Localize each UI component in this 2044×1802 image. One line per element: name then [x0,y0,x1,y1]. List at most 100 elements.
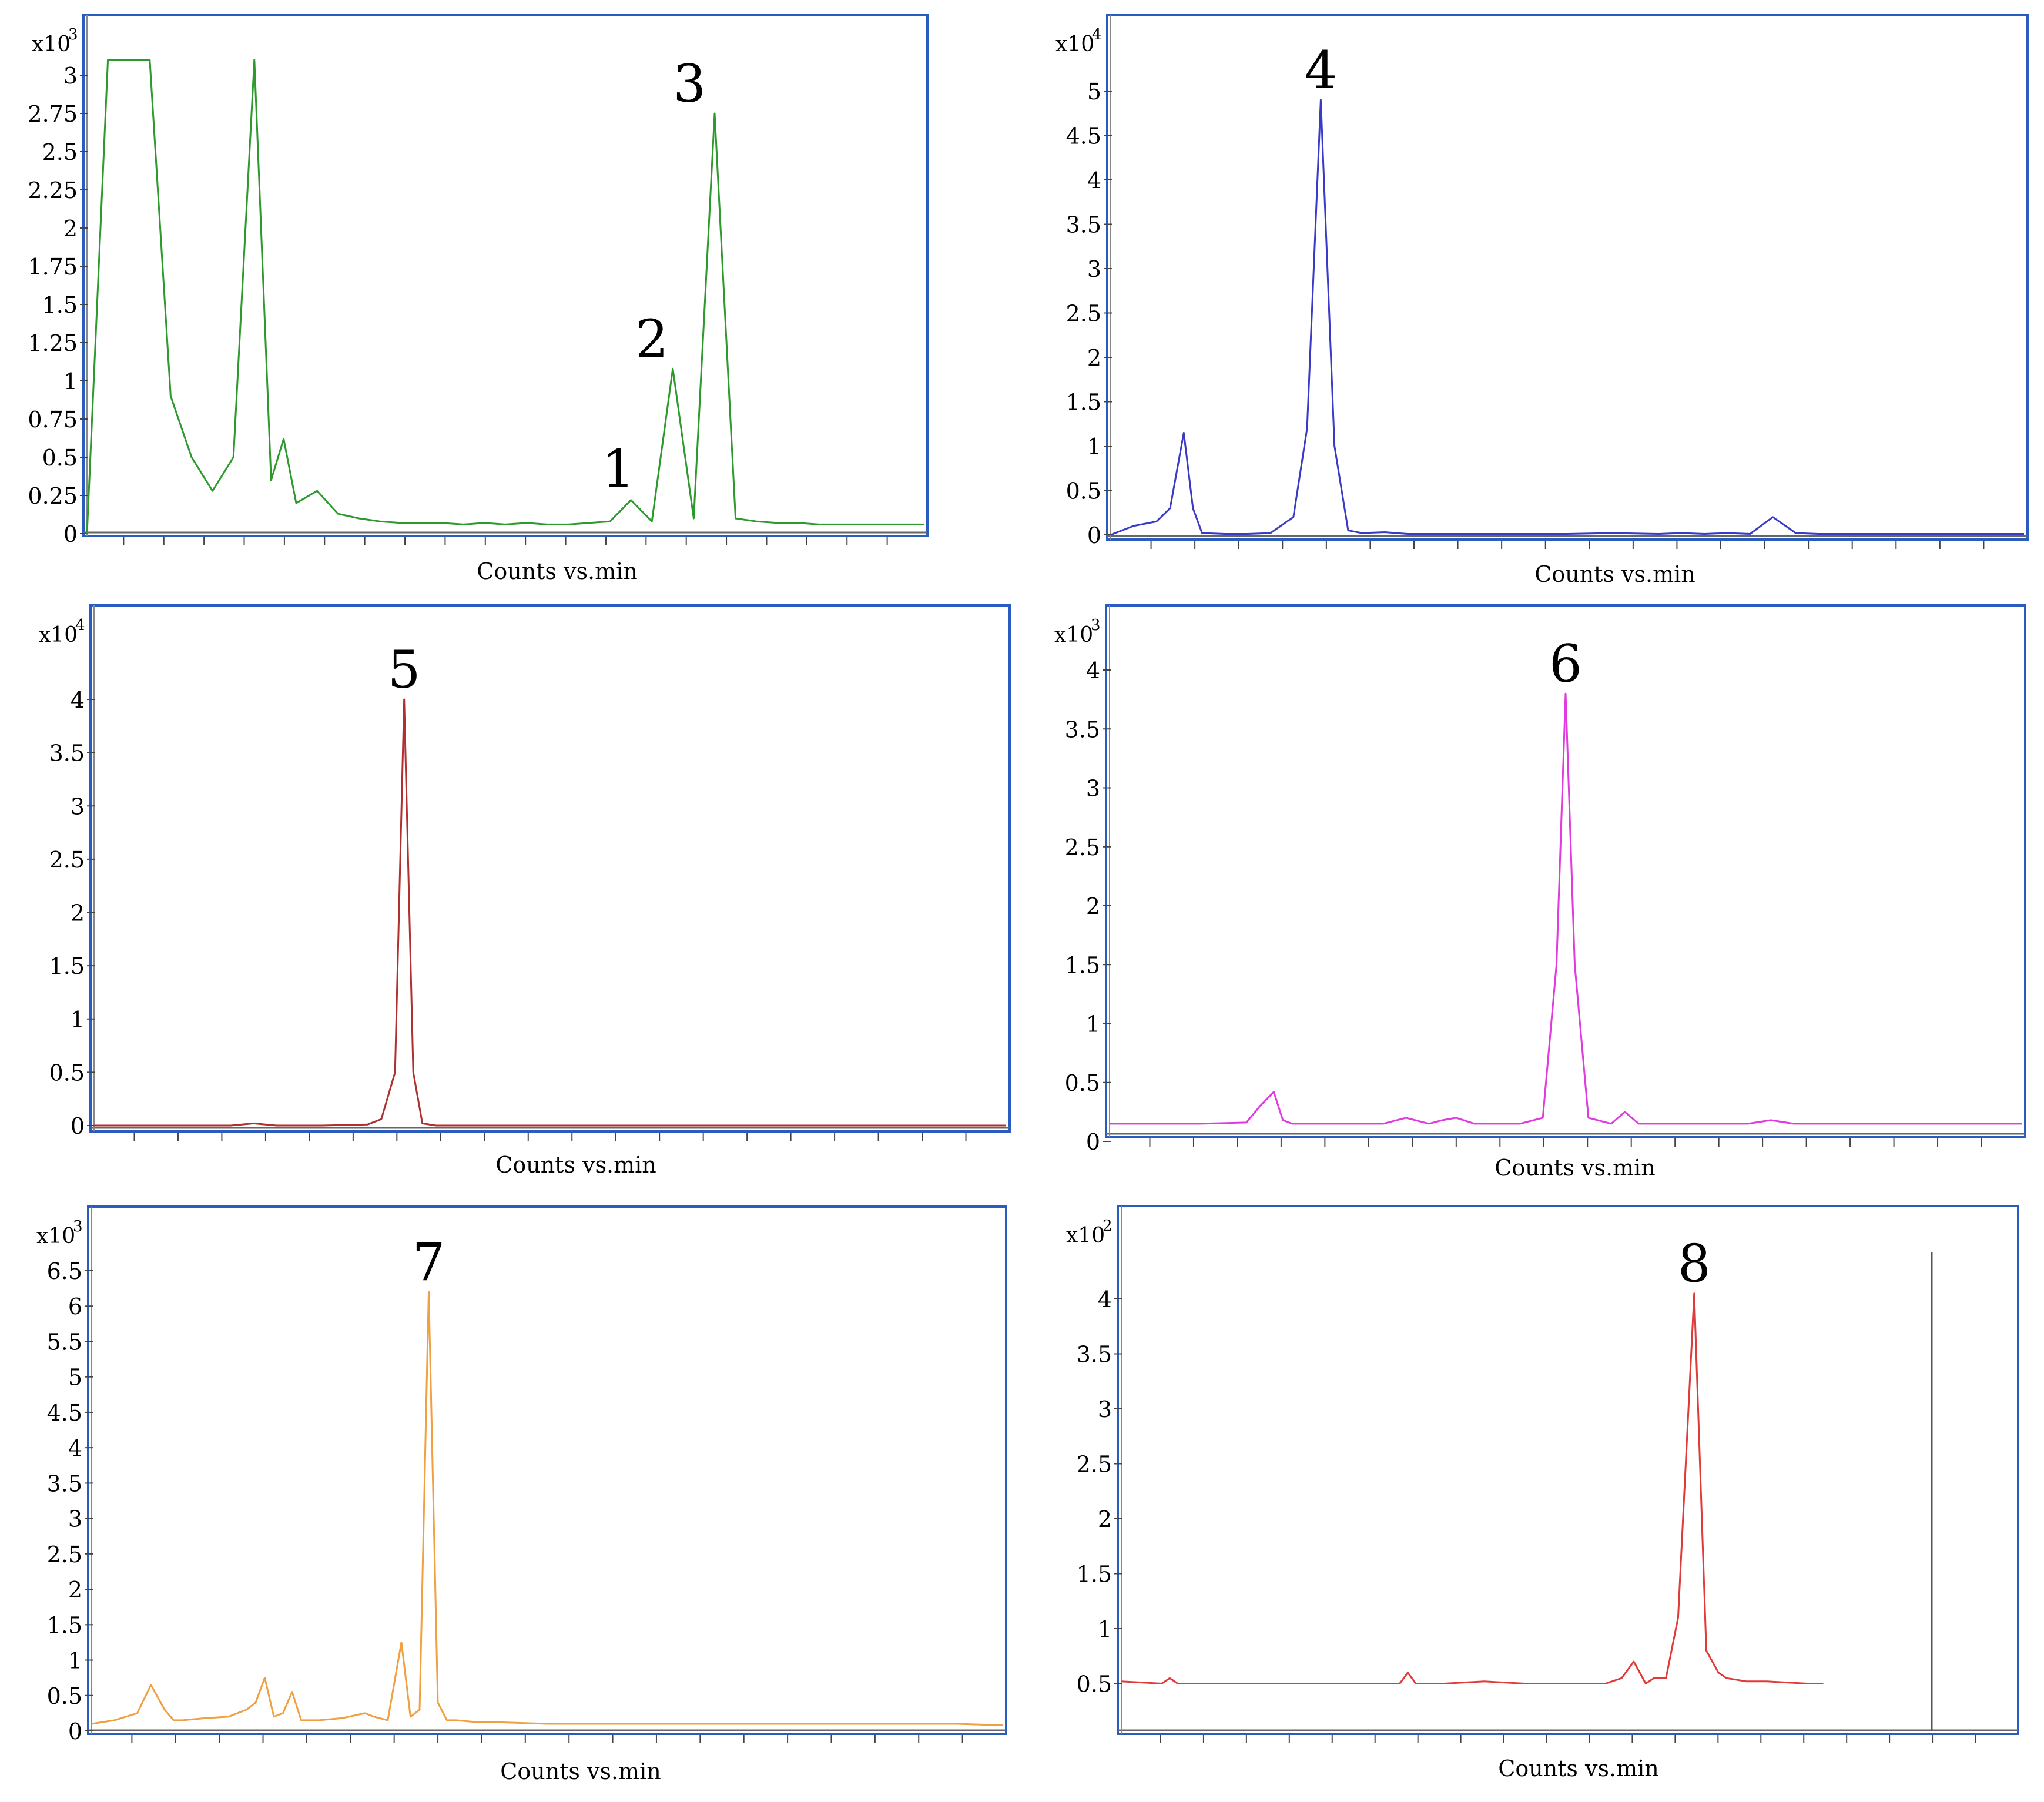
peak-label-3: 3 [673,53,706,114]
series-line [91,1291,1003,1726]
y-tick-label: 2 [68,1577,82,1603]
y-tick-label: 2.5 [49,847,85,873]
y-tick-label: 1.5 [1065,952,1100,978]
y-tick-label: 1 [1098,1616,1112,1642]
y-multiplier: x10 [1054,623,1093,647]
y-tick-label: 0 [68,1719,82,1744]
peak-label-2: 2 [635,309,668,369]
y-multiplier-exponent: 3 [1091,617,1101,634]
y-tick-label: 0.75 [28,407,78,433]
y-tick-label: 2.5 [47,1542,82,1567]
y-multiplier: x10 [39,623,78,647]
x-axis-label: Counts vs.min [1498,1756,1658,1781]
y-tick-label: 2.75 [28,101,78,127]
y-tick-label: 3 [68,1506,82,1532]
y-tick-label: 1.25 [28,330,78,356]
y-tick-label: 0.5 [1065,1070,1100,1096]
y-tick-label: 3.5 [49,741,85,766]
chart-panel-1: 00.250.50.7511.251.51.7522.252.52.753x10… [28,14,929,584]
y-tick-label: 3 [71,793,85,819]
y-tick-label: 2.5 [1065,835,1100,860]
y-tick-label: 1.5 [1077,1562,1112,1587]
y-tick-label: 1.5 [1066,390,1101,416]
plot-frame [1117,1205,2019,1735]
plot-frame [87,1205,1007,1735]
y-tick-label: 4 [68,1435,82,1461]
y-tick-label: 0.5 [1077,1672,1112,1697]
y-tick-label: 3.5 [1077,1342,1112,1368]
y-tick-label: 5 [68,1365,82,1391]
y-tick-label: 1 [1086,1011,1100,1037]
y-tick-label: 2 [1086,893,1100,919]
peak-label-8: 8 [1678,1234,1711,1294]
y-tick-label: 3.5 [1066,212,1101,238]
y-tick-label: 0.5 [47,1683,82,1709]
y-tick-label: 1.75 [28,254,78,280]
y-multiplier-exponent: 3 [68,26,78,43]
y-multiplier-exponent: 2 [1103,1217,1113,1235]
y-tick-label: 0 [1087,522,1101,548]
y-tick-label: 4.5 [1066,123,1101,149]
y-tick-label: 1 [71,1007,85,1033]
series-line [1110,692,2022,1125]
peak-label-6: 6 [1549,634,1582,694]
y-tick-label: 0.5 [49,1060,85,1086]
y-tick-label: 2.5 [42,139,78,165]
y-tick-label: 0 [71,1113,85,1139]
series-line [1121,1292,1824,1684]
y-tick-label: 2.25 [28,177,78,203]
peak-label-7: 7 [413,1232,445,1292]
y-tick-label: 0.5 [1066,478,1101,504]
y-tick-label: 2.5 [1077,1452,1112,1478]
y-tick-label: 3 [1086,776,1100,802]
y-multiplier: x10 [1066,1224,1105,1248]
series-line [94,698,1006,1127]
y-tick-label: 6 [68,1294,82,1319]
y-tick-label: 2 [1087,345,1101,371]
x-axis-label: Counts vs.min [1534,561,1695,587]
plot-frame [82,14,929,537]
y-tick-label: 1 [63,369,78,394]
peak-label-4: 4 [1304,40,1337,101]
y-multiplier-exponent: 4 [1092,26,1102,43]
y-tick-label: 4 [1098,1287,1112,1312]
y-tick-label: 6.5 [47,1258,82,1284]
y-tick-label: 0 [1086,1129,1100,1155]
x-axis-label: Counts vs.min [500,1759,661,1784]
chart-panel-5: 00.511.522.533.544.555.566.5x1037Counts … [36,1205,1007,1784]
y-tick-label: 5.5 [47,1329,82,1355]
y-tick-label: 2 [1098,1506,1112,1532]
y-tick-label: 3.5 [1065,716,1100,742]
y-tick-label: 1.5 [42,292,78,318]
y-tick-label: 1 [68,1648,82,1674]
y-tick-label: 3 [63,63,78,89]
y-tick-label: 1.5 [49,953,85,979]
y-tick-label: 3 [1087,256,1101,282]
peak-label-5: 5 [388,639,421,700]
y-tick-label: 4 [1086,658,1100,684]
y-tick-label: 4 [1087,168,1101,193]
plot-frame [89,604,1011,1133]
y-tick-label: 2 [63,216,78,242]
y-multiplier-exponent: 4 [75,617,85,634]
y-tick-label: 0.5 [42,445,78,471]
x-axis-label: Counts vs.min [495,1152,656,1178]
y-multiplier: x10 [32,32,71,56]
x-axis-label: Counts vs.min [1495,1155,1655,1181]
y-tick-label: 2 [71,900,85,926]
y-tick-label: 2.5 [1066,301,1101,327]
peak-label-1: 1 [602,438,635,499]
y-tick-label: 1 [1087,434,1101,460]
y-tick-label: 3 [1098,1396,1112,1422]
plot-frame [1106,14,2029,541]
series-line [86,59,924,534]
y-tick-label: 3.5 [47,1471,82,1496]
y-tick-label: 4 [71,687,85,713]
y-tick-label: 0.25 [28,483,78,509]
series-line [1110,99,2024,536]
